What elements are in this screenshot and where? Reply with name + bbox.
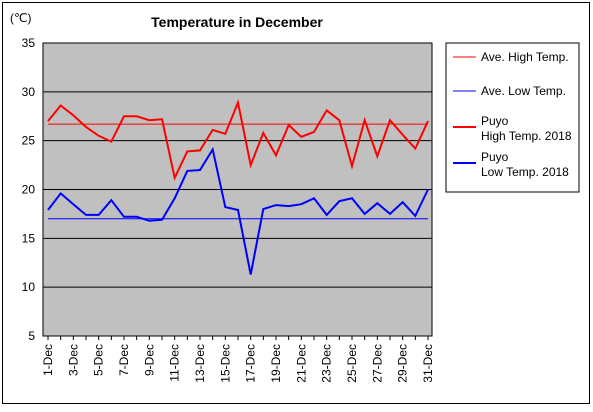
y-tick-label: 5 <box>28 329 35 343</box>
y-tick-label: 30 <box>22 85 36 99</box>
x-tick-label: 7-Dec <box>117 344 131 376</box>
series-line-3 <box>47 146 429 275</box>
x-tick-label: 5-Dec <box>92 344 106 376</box>
x-axis-ticks: 1-Dec 3-Dec 5-Dec 7-Dec 9-Dec 11-Dec 13-Dec 15-… <box>41 336 435 383</box>
x-tick-label: 25-Dec <box>345 344 359 383</box>
legend-label-0: Ave. High Temp. <box>481 50 569 64</box>
x-tick-label: 11-Dec <box>168 344 182 382</box>
x-tick-label: 23-Dec <box>320 344 334 383</box>
y-tick-label: 20 <box>22 183 36 197</box>
series-lines <box>47 99 429 275</box>
y-tick-label: 35 <box>22 36 36 50</box>
series-line-2 <box>47 99 429 181</box>
legend-label-1: Ave. Low Temp. <box>481 84 566 98</box>
y-tick-label: 10 <box>22 280 36 294</box>
legend: Ave. High Temp. Ave. Low Temp. Puyo High Te… <box>453 50 572 179</box>
legend-label-3: Puyo Low Temp. 2018 <box>481 150 569 179</box>
x-tick-label: 27-Dec <box>370 344 384 383</box>
y-tick-label: 25 <box>22 134 36 148</box>
x-tick-label: 21-Dec <box>294 344 308 383</box>
x-tick-label: 29-Dec <box>396 344 410 383</box>
y-axis-ticks: 5 10 15 20 25 30 35 <box>22 36 36 343</box>
y-axis-unit-label: (℃) <box>10 11 31 25</box>
legend-box <box>445 42 580 193</box>
x-tick-label: 3-Dec <box>66 344 80 376</box>
x-tick-label: 15-Dec <box>218 344 232 383</box>
y-tick-label: 15 <box>22 231 36 245</box>
x-tick-label: 13-Dec <box>193 344 207 383</box>
legend-label-2: Puyo High Temp. 2018 <box>481 114 572 143</box>
x-tick-label: 17-Dec <box>244 344 258 383</box>
x-tick-label: 19-Dec <box>269 344 283 383</box>
x-tick-label: 31-Dec <box>421 344 435 383</box>
x-tick-label: 9-Dec <box>142 344 156 376</box>
x-tick-label: 1-Dec <box>41 344 55 376</box>
chart-title: Temperature in December <box>151 14 323 30</box>
